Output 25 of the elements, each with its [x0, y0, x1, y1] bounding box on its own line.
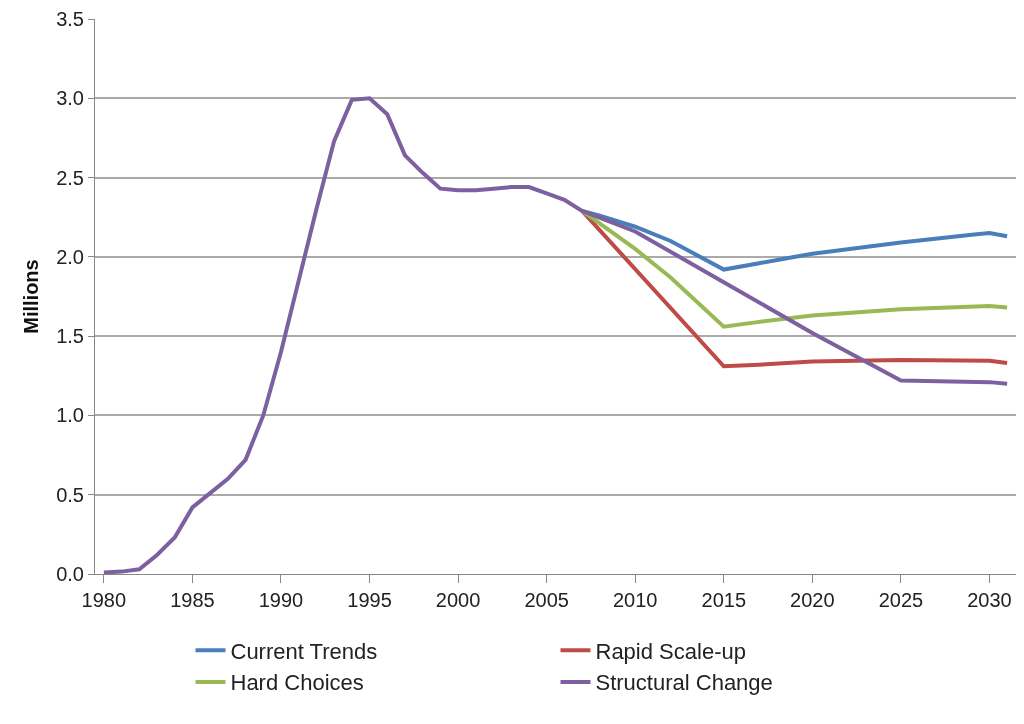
- x-tick-label: 1990: [258, 589, 304, 611]
- y-tick-label: 1.0: [56, 404, 84, 427]
- legend-label: Structural Change: [595, 670, 773, 696]
- x-tick-label: 2030: [967, 589, 1012, 611]
- x-tick-label: 2000: [435, 589, 481, 611]
- legend-label: Hard Choices: [230, 670, 364, 696]
- x-tick-label: 2010: [612, 589, 658, 611]
- y-tick-label: 2.5: [56, 166, 84, 189]
- y-tick-label: 2.0: [56, 245, 84, 268]
- line-series: [101, 96, 1010, 574]
- y-tick-label: 0.0: [56, 563, 84, 585]
- x-tick-label: 2005: [524, 589, 569, 611]
- y-tick-label: 0.5: [56, 483, 84, 506]
- x-tick-label: 1995: [347, 589, 392, 611]
- x-tick-label: 1985: [170, 589, 215, 611]
- x-tick-label: 1980: [81, 589, 127, 611]
- legend-label: Current Trends: [230, 638, 378, 664]
- x-tick-label: 2020: [790, 589, 835, 611]
- y-axis-title: Millions: [19, 259, 42, 334]
- y-tick-label: 1.5: [56, 325, 84, 348]
- y-tick-label: 3.5: [56, 8, 84, 30]
- legend-label: Rapid Scale-up: [595, 638, 746, 664]
- y-tick-label: 3.0: [56, 87, 84, 110]
- x-tick-label: 2025: [878, 589, 924, 611]
- x-tick-label: 2015: [701, 589, 747, 611]
